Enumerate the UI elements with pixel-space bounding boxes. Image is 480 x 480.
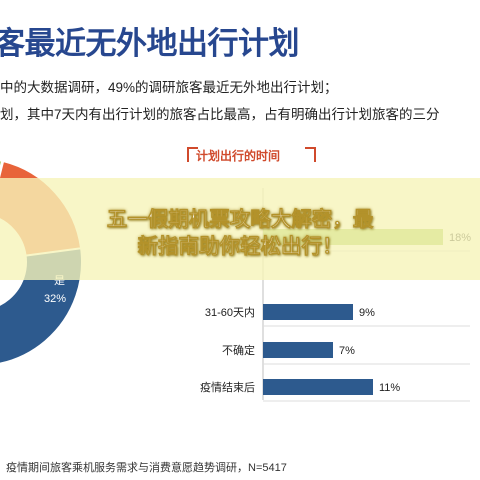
bar-category-label: 31-60天内 xyxy=(205,305,255,319)
description-line-2: 划，其中7天内有出行计划的旅客占比最高，占有明确出行计划旅客的三分 xyxy=(0,107,440,122)
bar xyxy=(263,304,353,320)
source-note: 疫情期间旅客乘机服务需求与消费意愿趋势调研，N=5417 xyxy=(6,462,287,474)
bar-chart-title: 计划出行的时间 xyxy=(196,148,280,163)
bar-value-label: 9% xyxy=(359,307,375,319)
bar-title-bracket xyxy=(187,147,316,162)
bar-value-label: 7% xyxy=(339,345,355,357)
headline-line-1: 五一假期机票攻略大解密，最 xyxy=(106,208,374,232)
donut-slice xyxy=(0,159,4,174)
bar-value-label: 11% xyxy=(379,382,400,394)
headline-text: 五一假期机票攻略大解密，最 新指南助你轻松出行！ xyxy=(30,206,450,260)
bar-category-label: 不确定 xyxy=(222,343,255,357)
page-title: 客最近无外地出行计划 xyxy=(0,26,300,61)
headline-line-2: 新指南助你轻松出行！ xyxy=(137,235,343,259)
bar-category-label: 疫情结束后 xyxy=(200,380,255,394)
headline-banner xyxy=(0,178,480,280)
description-line-1: 中的大数据调研，49%的调研旅客最近无外地出行计划； xyxy=(0,80,338,95)
donut-category-label: 是 xyxy=(54,274,65,287)
bar xyxy=(263,379,373,395)
bar xyxy=(263,342,333,358)
donut-value-label: 32% xyxy=(44,293,66,305)
